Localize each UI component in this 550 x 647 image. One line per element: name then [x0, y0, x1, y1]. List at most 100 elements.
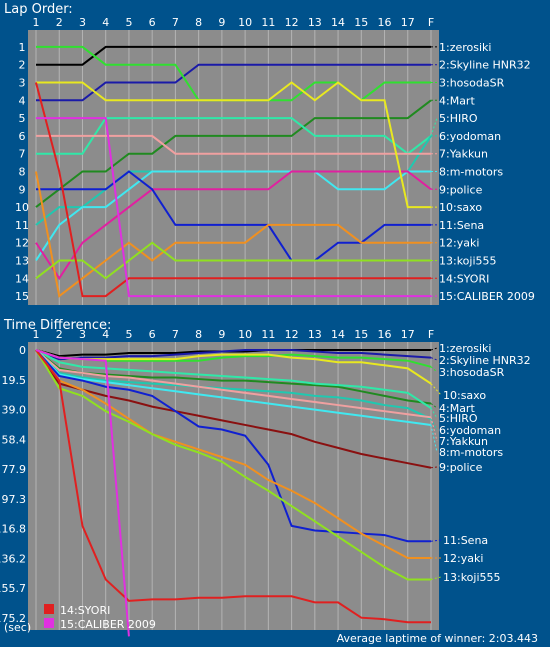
lap-order-legend-label: 14:SYORI — [439, 272, 489, 285]
lap-order-series-1-zerosiki — [36, 45, 431, 66]
lap-order-series-8-m-motors — [35, 170, 431, 262]
lap-order-y-tick: 14 — [15, 272, 29, 285]
legend-swatch — [44, 618, 54, 628]
legend-label: 14:SYORI — [60, 604, 110, 617]
lap-order-x-tick: 14 — [331, 16, 345, 29]
time-diff-x-tick: 15 — [354, 328, 368, 341]
time-diff-series-11-sena — [35, 349, 431, 543]
time-diff-x-tick: 6 — [149, 328, 156, 341]
lap-order-series-12-yaki — [35, 171, 431, 298]
lap-order-line — [35, 171, 431, 298]
lap-order-x-tick: 12 — [285, 16, 299, 29]
time-diff-legend-label: 11:Sena — [443, 534, 488, 547]
lap-order-line — [35, 241, 431, 280]
time-diff-line — [35, 349, 432, 420]
time-diff-line — [35, 349, 431, 560]
time-diff-x-tick: 9 — [218, 328, 225, 341]
time-diff-x-tick: 1 — [33, 328, 40, 341]
time-diff-line — [35, 349, 432, 419]
lap-order-x-tick: 4 — [102, 16, 109, 29]
time-diff-line — [35, 349, 432, 469]
time-diff-line — [35, 349, 130, 637]
lap-order-line — [35, 170, 432, 281]
winner-average-laptime: Average laptime of winner: 2:03.443 — [336, 632, 538, 645]
lap-order-series-15-caliber-2009 — [36, 117, 431, 298]
lap-order-y-tick: 4 — [19, 94, 26, 107]
time-diff-leader — [430, 539, 442, 542]
time-diff-legend-label: 10:saxo — [443, 389, 486, 402]
time-difference-title: Time Difference: — [4, 318, 112, 333]
time-diff-line — [35, 349, 432, 361]
time-diff-x-tick: F — [428, 328, 434, 341]
lap-order-y-tick: 15 — [15, 290, 29, 303]
time-diff-y-tick: 97.3 — [2, 493, 27, 506]
time-diff-series-8-m-motors — [35, 349, 432, 426]
time-diff-x-tick: 16 — [378, 328, 392, 341]
lap-order-y-tick: 8 — [19, 166, 26, 179]
lap-order-series-11-sena — [36, 170, 431, 262]
time-diff-y-tick: 155.7 — [0, 582, 26, 595]
time-diff-leader — [430, 466, 438, 469]
time-diff-x-tick: 2 — [56, 328, 63, 341]
time-diff-leader — [430, 347, 438, 351]
time-diff-series-2-skyline-hnr32 — [35, 349, 432, 361]
lap-order-legend-label: 4:Mart — [439, 94, 475, 107]
lap-order-legend-label: 7:Yakkun — [439, 148, 488, 161]
time-diff-line — [35, 349, 432, 385]
lap-order-y-tick: 6 — [19, 130, 26, 143]
lap-order-x-tick: 17 — [401, 16, 415, 29]
lap-order-x-tick: 7 — [172, 16, 179, 29]
lap-order-y-tick: 10 — [15, 201, 29, 214]
lap-order-legend-label: 13:koji555 — [439, 255, 497, 268]
lap-order-x-tick: 13 — [308, 16, 322, 29]
time-diff-legend-label: 6:yodoman — [439, 424, 501, 437]
time-diff-leader — [430, 576, 442, 580]
legend-swatch — [44, 604, 54, 614]
time-diff-legend-label: 9:police — [439, 461, 483, 474]
time-diff-leader — [430, 424, 438, 453]
lap-order-plot-bg — [28, 30, 439, 305]
time-diff-x-tick: 12 — [285, 328, 299, 341]
lap-order-line — [35, 82, 431, 298]
lap-order-title: Lap Order: — [4, 2, 73, 17]
lap-order-series-7-yakkun — [36, 134, 431, 155]
time-diff-legend-label: 3:hosodaSR — [439, 366, 505, 379]
lap-order-y-tick: 2 — [19, 59, 26, 72]
legend-label: 15:CALIBER 2009 — [60, 618, 156, 631]
lap-order-series-2-skyline-hnr32 — [36, 63, 431, 102]
lap-order-y-tick: 7 — [19, 148, 26, 161]
time-diff-line — [35, 349, 431, 581]
lap-order-line — [36, 45, 431, 66]
time-diff-series-9-police — [35, 349, 432, 469]
lap-order-leader — [430, 117, 438, 137]
lap-order-line — [35, 170, 431, 262]
lap-order-y-tick: 12 — [15, 237, 29, 250]
time-diff-leader — [430, 357, 438, 361]
time-diff-y-tick: 175.2 — [0, 612, 26, 625]
lap-order-y-tick: 13 — [15, 255, 29, 268]
lap-order-series-4-mart — [35, 99, 432, 208]
lap-order-series-13-koji555 — [35, 241, 431, 280]
lap-order-legend-label: 12:yaki — [439, 237, 479, 250]
lap-order-line — [36, 81, 431, 209]
time-diff-series-6-yodoman — [35, 349, 432, 420]
time-diff-x-tick: 8 — [195, 328, 202, 341]
lap-order-series-10-saxo — [36, 81, 431, 209]
time-diff-line — [35, 349, 431, 543]
time-diff-legend-label: 12:yaki — [443, 552, 483, 565]
lap-order-x-tick: F — [428, 16, 434, 29]
time-diff-leader — [430, 383, 442, 396]
time-diff-x-tick: 3 — [79, 328, 86, 341]
lap-order-line — [36, 63, 431, 102]
lap-order-x-tick: 6 — [149, 16, 156, 29]
time-diff-plot-bg — [28, 342, 439, 630]
time-diff-y-tick: 136.2 — [0, 552, 26, 565]
time-diff-line — [35, 349, 432, 409]
time-diff-series-15-caliber-2009 — [35, 349, 130, 637]
lap-order-x-tick: 16 — [378, 16, 392, 29]
lap-order-legend-label: 11:Sena — [439, 219, 484, 232]
time-diff-line — [35, 349, 432, 405]
time-diff-legend-label: 13:koji555 — [443, 571, 501, 584]
time-diff-y-tick: 77.9 — [2, 463, 27, 476]
